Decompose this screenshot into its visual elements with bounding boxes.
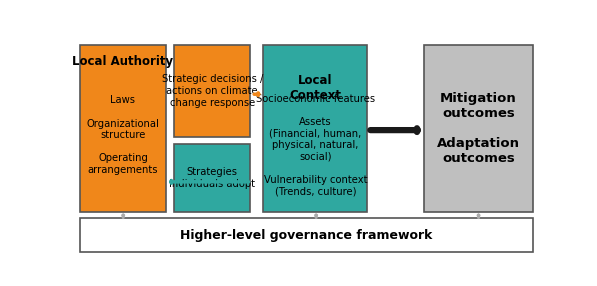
FancyBboxPatch shape <box>174 45 251 137</box>
Text: Strategies
individuals adopt: Strategies individuals adopt <box>170 167 256 189</box>
FancyBboxPatch shape <box>424 45 533 212</box>
FancyBboxPatch shape <box>80 45 166 212</box>
Text: Local
Context: Local Context <box>290 74 341 102</box>
Text: Strategic decisions /
actions on climate
change response: Strategic decisions / actions on climate… <box>162 74 263 108</box>
FancyBboxPatch shape <box>263 45 368 212</box>
FancyBboxPatch shape <box>80 218 533 252</box>
FancyBboxPatch shape <box>174 144 251 212</box>
Text: Mitigation
outcomes

Adaptation
outcomes: Mitigation outcomes Adaptation outcomes <box>437 92 520 165</box>
Text: Local Authority: Local Authority <box>72 55 174 68</box>
Text: Laws

Organizational
structure

Operating
arrangements: Laws Organizational structure Operating … <box>87 95 159 175</box>
Text: Higher-level governance framework: Higher-level governance framework <box>180 229 433 242</box>
Text: Socioeconomic features

Assets
(Financial, human,
physical, natural,
social)

Vu: Socioeconomic features Assets (Financial… <box>256 94 375 196</box>
